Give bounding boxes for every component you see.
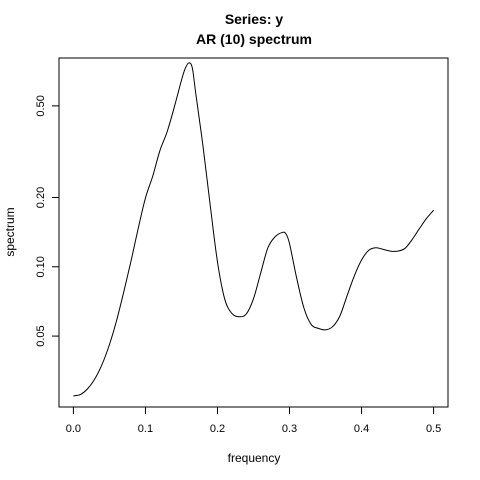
x-tick-label: 0.1 (138, 423, 153, 435)
y-tick-label: 0.05 (35, 325, 47, 346)
x-tick-label: 0.2 (210, 423, 225, 435)
plot-frame (58, 57, 449, 408)
y-axis-label: spectrum (3, 207, 17, 256)
x-axis-label: frequency (228, 451, 281, 465)
chart-subtitle: AR (10) spectrum (196, 31, 312, 47)
x-tick-label: 0.5 (426, 423, 441, 435)
x-tick-label: 0.3 (282, 423, 297, 435)
x-axis: 0.0 0.1 0.2 0.3 0.4 0.5 (66, 406, 441, 435)
y-tick-label: 0.20 (35, 187, 47, 208)
y-tick-label: 0.50 (35, 95, 47, 116)
x-tick-label: 0.0 (66, 423, 81, 435)
spectrum-line (73, 62, 434, 397)
y-tick-label: 0.10 (35, 256, 47, 277)
y-axis: 0.05 0.10 0.20 0.50 (35, 95, 60, 347)
chart-title: Series: y (225, 11, 284, 27)
x-tick-label: 0.4 (354, 423, 369, 435)
